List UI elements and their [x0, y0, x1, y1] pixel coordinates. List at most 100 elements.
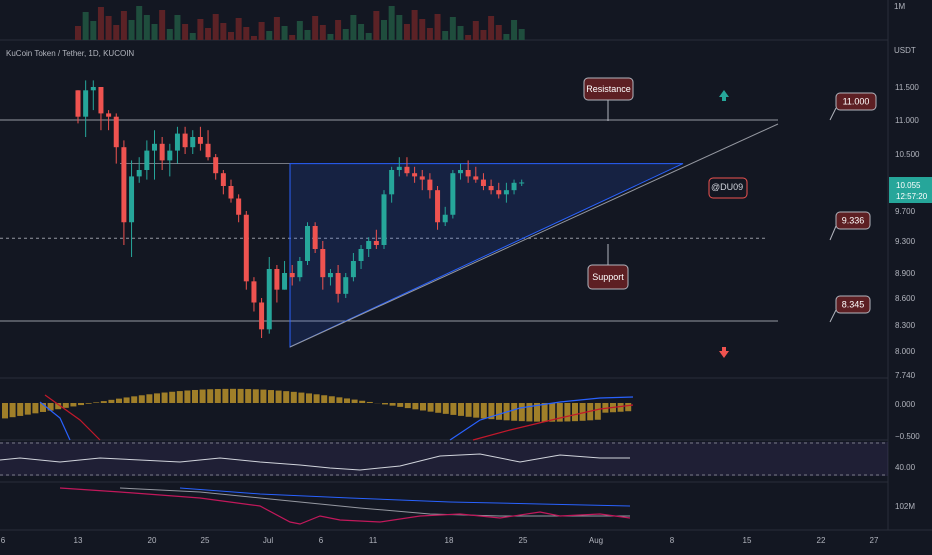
time-tick: 20 [148, 536, 157, 545]
macd-histogram-bar [420, 403, 426, 411]
macd-histogram-bar [397, 403, 403, 407]
macd-histogram-bar [572, 403, 578, 421]
volume-bar [167, 29, 173, 40]
candle-body [244, 215, 249, 282]
time-tick: 25 [201, 536, 210, 545]
last-price-value: 10.055 [896, 181, 921, 190]
macd-histogram-bar [245, 389, 251, 403]
volume-bar [152, 24, 158, 40]
macd-histogram-bar [162, 393, 168, 403]
candle-body [282, 273, 287, 290]
macd-histogram-bar [564, 403, 570, 421]
macd-histogram-bar [412, 403, 418, 409]
price-tick: 7.740 [895, 371, 916, 380]
macd-histogram-bar [116, 399, 122, 403]
rsi-pane [0, 442, 888, 476]
volume-bar [220, 23, 226, 40]
macd-histogram-bar [466, 403, 472, 417]
volume-bar [373, 11, 379, 40]
volume-bar [182, 24, 188, 40]
macd-histogram-bar [93, 402, 99, 403]
volume-bar [427, 28, 433, 40]
candle-body [83, 90, 88, 116]
time-tick: Aug [589, 536, 603, 545]
volume-bar [228, 32, 234, 40]
macd-histogram-bar [25, 403, 31, 415]
candle-body [473, 176, 478, 179]
time-tick: 18 [445, 536, 454, 545]
macd-histogram-bar [321, 395, 327, 403]
volume-bar [519, 29, 525, 40]
volume-bar [404, 24, 410, 40]
volume-bar [90, 21, 96, 40]
candle-body [236, 199, 241, 215]
level-high-callout-text: 11.000 [843, 97, 870, 107]
candle-body [190, 137, 195, 147]
time-tick: 25 [519, 536, 528, 545]
volume-bar [503, 34, 509, 40]
volume-bar [75, 26, 81, 40]
macd-histogram-bar [428, 403, 434, 412]
candle-body [519, 182, 524, 183]
volume-bar [465, 35, 471, 40]
macd-histogram-bar [443, 403, 449, 414]
volume-bar [129, 20, 135, 40]
macd-histogram-bar [215, 389, 221, 403]
level-low-callout-text: 8.345 [842, 300, 865, 310]
macd-histogram-bar [177, 391, 183, 403]
macd-histogram-bar [86, 403, 92, 404]
candle-body [98, 87, 103, 113]
candle-body [221, 173, 226, 186]
volume-bar [274, 17, 280, 40]
macd-histogram-bar [481, 403, 487, 418]
candle-body [466, 170, 471, 176]
macd-histogram-bar [32, 403, 38, 413]
candle-body [213, 157, 218, 173]
macd-histogram-bar [276, 391, 282, 403]
obv-tick: 102M [895, 502, 915, 511]
macd-histogram-bar [291, 392, 297, 403]
macd-histogram-bar [458, 403, 464, 416]
macd-tick: 0.000 [895, 400, 916, 409]
volume-bar [473, 21, 479, 40]
volume-bar [266, 31, 272, 40]
macd-histogram-bar [207, 389, 213, 403]
candle-body [435, 190, 440, 222]
time-tick: 11 [369, 536, 378, 545]
time-tick: 13 [74, 536, 83, 545]
macd-histogram-bar [124, 397, 130, 403]
candle-body [351, 261, 356, 277]
candle-body [458, 170, 463, 173]
candle-body [229, 186, 234, 199]
time-tick: 22 [817, 536, 826, 545]
candle-body [320, 249, 325, 277]
candle-body [443, 215, 448, 223]
macd-histogram-bar [184, 390, 190, 403]
macd-histogram-bar [17, 403, 23, 416]
candle-body [328, 273, 333, 277]
volume-bar [106, 16, 112, 40]
macd-histogram-bar [260, 390, 266, 403]
time-tick: 6 [319, 536, 324, 545]
volume-axis-label: 1M [894, 2, 905, 11]
macd-histogram-bar [253, 389, 259, 403]
macd-histogram-bar [63, 403, 69, 408]
macd-histogram-bar [154, 393, 160, 403]
time-tick: Jul [263, 536, 273, 545]
candle-body [267, 269, 272, 329]
price-tick: 9.700 [895, 207, 916, 216]
candle-body [496, 190, 501, 194]
volume-bar [98, 7, 104, 40]
candle-body [481, 180, 486, 186]
macd-histogram-bar [139, 395, 145, 403]
candle-body [489, 186, 494, 190]
candle-body [404, 167, 409, 173]
volume-bar [327, 34, 333, 40]
candle-body [259, 303, 264, 330]
candle-body [297, 261, 302, 277]
macd-histogram-bar [2, 403, 8, 418]
price-tick: 8.900 [895, 269, 916, 278]
volume-bar [289, 35, 295, 40]
symbol-title: KuCoin Token / Tether, 1D, KUCOIN [6, 49, 134, 58]
